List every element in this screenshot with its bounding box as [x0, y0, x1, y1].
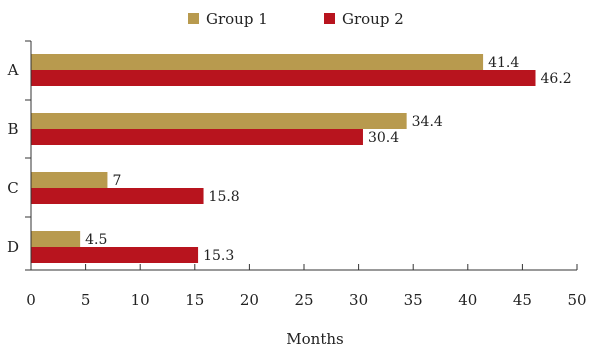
- value-labels-layer: 41.4 46.2 34.4 30.4 7 15.8 4.5 15.3: [85, 55, 572, 264]
- x-tick-label-0: 0: [26, 291, 36, 309]
- value-label-b-series-1: 34.4: [412, 114, 443, 130]
- bars-layer: [31, 54, 536, 263]
- bar-b-series-1: [31, 113, 407, 129]
- category-label-d: D: [7, 238, 19, 256]
- value-label-a-series-1: 41.4: [488, 55, 519, 71]
- legend: Group 1 Group 2: [188, 10, 404, 28]
- x-tick-label-35: 35: [404, 291, 423, 309]
- x-tick-label-15: 15: [185, 291, 204, 309]
- legend-swatch-group-1: [188, 13, 199, 24]
- value-label-b-series-2: 30.4: [368, 130, 399, 146]
- category-label-b: B: [7, 120, 18, 138]
- category-label-a: A: [7, 61, 19, 79]
- value-label-c-series-1: 7: [112, 173, 121, 189]
- x-tick-label-5: 5: [81, 291, 91, 309]
- value-label-d-series-2: 15.3: [203, 248, 234, 264]
- x-axis-title: Months: [286, 330, 343, 348]
- legend-label-group-1: Group 1: [206, 10, 268, 28]
- bar-d-series-2: [31, 247, 199, 263]
- bar-d-series-1: [31, 231, 81, 247]
- x-tick-label-45: 45: [513, 291, 532, 309]
- bar-a-series-2: [31, 70, 536, 86]
- bar-c-series-2: [31, 188, 204, 204]
- bar-a-series-1: [31, 54, 484, 70]
- x-tick-label-30: 30: [349, 291, 368, 309]
- x-tick-label-50: 50: [567, 291, 586, 309]
- bar-c-series-1: [31, 172, 108, 188]
- x-tick-label-25: 25: [294, 291, 313, 309]
- axes-layer: A B C D 0 5 10 15 20 25 30 35 40 45 50: [7, 40, 587, 309]
- x-tick-label-20: 20: [240, 291, 259, 309]
- category-label-c: C: [7, 179, 18, 197]
- value-label-c-series-2: 15.8: [209, 189, 240, 205]
- legend-swatch-group-2: [324, 13, 335, 24]
- value-label-d-series-1: 4.5: [85, 232, 107, 248]
- legend-label-group-2: Group 2: [342, 10, 404, 28]
- bar-b-series-2: [31, 129, 363, 145]
- x-tick-label-10: 10: [131, 291, 150, 309]
- value-label-a-series-2: 46.2: [541, 71, 572, 87]
- x-tick-label-40: 40: [458, 291, 477, 309]
